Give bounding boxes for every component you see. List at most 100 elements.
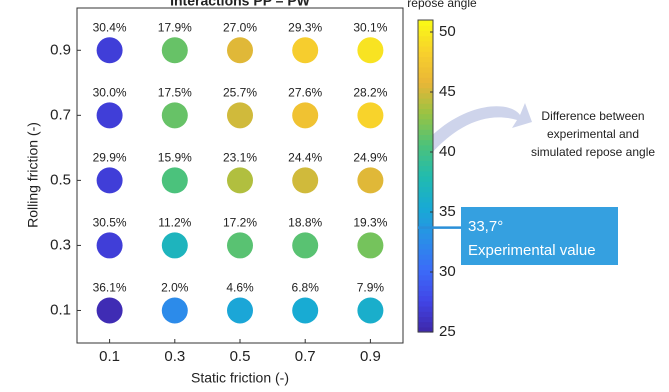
y-axis-label: Rolling friction (-) [25,122,41,228]
point-label: 19.3% [353,216,387,230]
colorbar-segment [418,280,433,286]
colorbar-segment [418,25,433,31]
point-label: 28.2% [353,86,387,100]
colorbar-segment [418,30,433,37]
colorbar-segment [418,155,433,161]
y-tick-label: 0.7 [50,106,71,123]
colorbar-tick-label: 45 [439,83,456,100]
point [357,167,384,194]
colorbar-segment [418,160,433,167]
point [96,167,123,194]
colorbar-segment [418,181,433,187]
colorbar-tick-label: 25 [439,323,456,340]
colorbar-segment [418,61,433,68]
point [292,102,319,129]
point-label: 23.1% [223,151,257,165]
point-label: 36.1% [93,281,127,295]
colorbar-segment [418,228,433,234]
experimental-text: Experimental value [468,242,596,259]
point [357,297,384,324]
colorbar-segment [418,233,433,239]
colorbar-segment [418,196,433,203]
point-label: 30.4% [93,20,127,34]
colorbar-segment [418,77,433,83]
point [161,167,188,194]
colorbar-segment [418,222,433,229]
colorbar-segment [418,202,433,208]
colorbar-tick-label: 50 [439,23,456,40]
colorbar-segment [418,212,433,219]
x-tick-label: 0.7 [295,348,316,365]
point-label: 27.0% [223,20,257,34]
colorbar-segment [418,300,433,307]
colorbar-tick-label: 40 [439,143,456,160]
colorbar-segment [418,56,433,63]
point [161,297,188,324]
colorbar-segment [418,295,433,302]
arrow [418,103,532,170]
x-tick-label: 0.5 [230,348,251,365]
colorbar-label: repose angle [407,0,477,10]
colorbar-segment [418,87,433,94]
colorbar-segment [418,139,433,146]
colorbar-segment [418,217,433,224]
point [357,232,384,259]
point [96,102,123,129]
colorbar-segment [418,207,433,213]
colorbar-segment [418,124,433,130]
point-label: 27.6% [288,86,322,100]
point-label: 7.9% [357,281,385,295]
colorbar-segment [418,259,433,265]
colorbar-frame [417,19,434,333]
point [227,232,253,259]
y-tick-label: 0.9 [50,41,71,58]
point-label: 24.9% [353,151,387,165]
colorbar-segment [418,290,433,297]
colorbar-segment [418,191,433,198]
point-label: 2.0% [161,281,189,295]
point [292,37,319,64]
point-label: 30.1% [353,20,387,34]
point [96,232,123,259]
y-tick-label: 0.1 [50,301,71,318]
colorbar-segment [418,285,433,291]
y-tick-label: 0.5 [50,171,71,188]
point [227,297,253,324]
point-label: 17.2% [223,216,257,230]
point-label: 11.2% [158,216,191,230]
point [292,297,319,324]
colorbar-segment [418,118,433,125]
chart-title: Interactions PP – PW [170,0,311,9]
point-label: 15.9% [158,151,192,165]
point-label: 30.5% [93,216,127,230]
colorbar-segment [418,326,433,333]
colorbar-segment [418,186,433,193]
point [227,167,253,194]
point-label: 4.6% [226,281,254,295]
experimental-box [461,207,618,265]
colorbar-segment [418,113,433,120]
colorbar-segment [418,316,433,323]
point [357,37,384,64]
colorbar-segment [418,321,433,328]
point-label: 6.8% [292,281,320,295]
point [292,232,319,259]
point-label: 29.9% [93,151,127,165]
colorbar-segment [418,20,433,26]
point [227,37,253,64]
colorbar-segment [418,129,433,135]
colorbar-segment [418,35,433,42]
colorbar: 25 30 35 40 45 50 [417,19,456,340]
colorbar-tick-label: 30 [439,263,456,280]
colorbar-segment [418,103,433,109]
colorbar-segment [418,82,433,89]
point-label: 24.4% [288,151,322,165]
experimental-value-label: 33,7° [468,218,503,235]
colorbar-segment [418,274,433,281]
colorbar-tick-label: 35 [439,203,456,220]
point-label: 17.9% [158,20,192,34]
colorbar-segment [418,254,433,260]
x-tick-label: 0.9 [360,348,381,365]
colorbar-segment [418,98,433,104]
colorbar-segment [418,248,433,255]
